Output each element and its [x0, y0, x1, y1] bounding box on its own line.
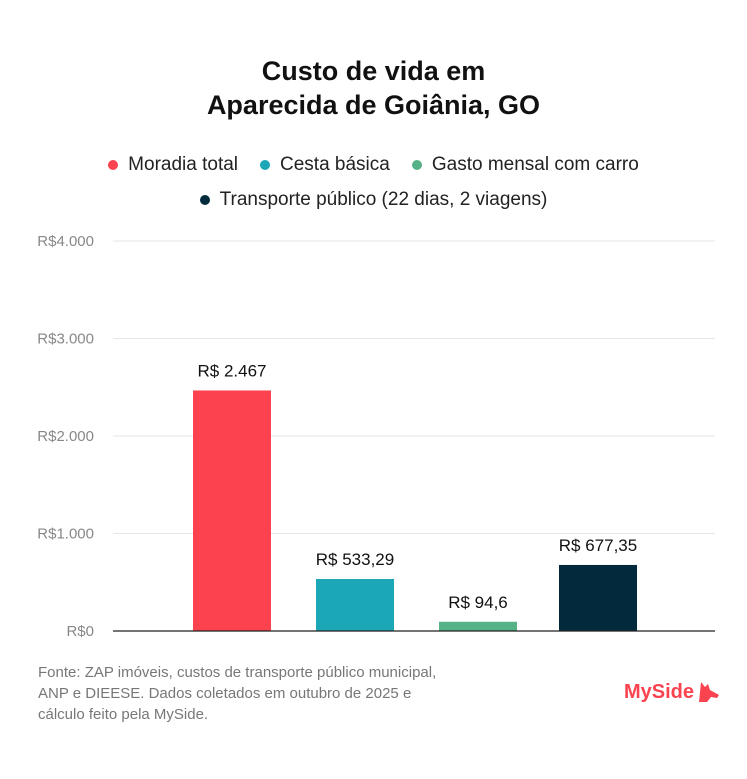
- legend-dot: [411, 160, 422, 170]
- data-label: R$ 677,35: [559, 536, 637, 555]
- bar: [439, 621, 517, 631]
- data-label: R$ 2.467: [198, 361, 267, 380]
- legend-item-cesta: Cesta básica: [260, 154, 390, 176]
- legend-dot: [199, 195, 210, 205]
- y-tick-label: R$3.000: [37, 331, 94, 348]
- legend-item-moradia: Moradia total: [108, 154, 238, 176]
- legend-row-1: Moradia total Cesta básica Gasto mensal …: [0, 154, 747, 176]
- title-line-2: Aparecida de Goiânia, GO: [206, 90, 541, 120]
- data-label: R$ 533,29: [316, 550, 394, 569]
- source-line: ANP e DIEESE. Dados coletados em outubro…: [38, 685, 412, 702]
- legend-row-2: Transporte público (22 dias, 2 viagens): [0, 189, 747, 211]
- title-line-1: Custo de vida em: [261, 56, 486, 86]
- legend-item-carro: Gasto mensal com carro: [411, 154, 639, 176]
- legend-item-transporte: Transporte público (22 dias, 2 viagens): [199, 189, 548, 211]
- bar: [559, 564, 637, 631]
- legend-label: Transporte público (22 dias, 2 viagens): [219, 189, 548, 210]
- legend-dot: [260, 160, 271, 170]
- legend-dot: [108, 160, 119, 170]
- source-line: Fonte: ZAP imóveis, custos de transporte…: [38, 664, 437, 681]
- bar: [193, 390, 271, 631]
- legend-label: Gasto mensal com carro: [431, 154, 639, 175]
- legend-label: Moradia total: [128, 154, 239, 175]
- myside-logo: MySide: [624, 680, 721, 704]
- y-tick-label: R$1.000: [37, 526, 94, 543]
- data-label: R$ 94,6: [448, 593, 508, 612]
- bar: [316, 579, 394, 631]
- chart-title: Custo de vida em Aparecida de Goiânia, G…: [0, 54, 747, 122]
- source-note: Fonte: ZAP imóveis, custos de transporte…: [38, 662, 508, 725]
- y-tick-label: R$4.000: [37, 233, 94, 250]
- logo-text: MySide: [624, 680, 695, 703]
- source-line: cálculo feito pela MySide.: [38, 706, 209, 723]
- y-tick-label: R$2.000: [37, 428, 94, 445]
- y-tick-label: R$0: [66, 623, 94, 640]
- dog-head-icon: [699, 682, 720, 702]
- legend-label: Cesta básica: [280, 154, 390, 175]
